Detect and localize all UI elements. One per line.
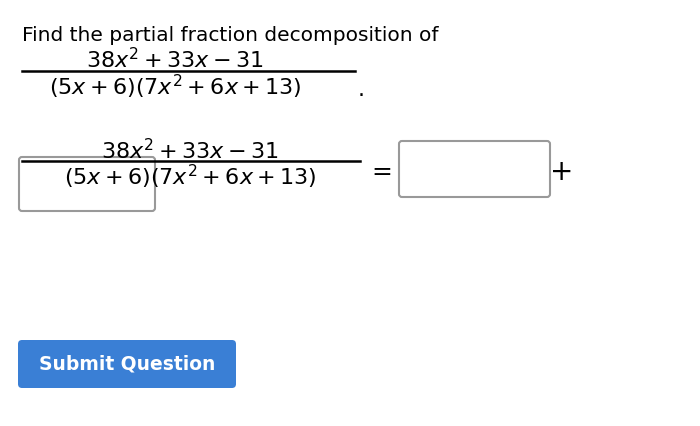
Text: =: =: [372, 160, 393, 184]
Text: .: .: [358, 80, 365, 100]
Text: Find the partial fraction decomposition of: Find the partial fraction decomposition …: [22, 26, 438, 45]
FancyBboxPatch shape: [399, 141, 550, 197]
Text: $(5x + 6)(7x^2 + 6x + 13)$: $(5x + 6)(7x^2 + 6x + 13)$: [49, 73, 301, 101]
FancyBboxPatch shape: [18, 340, 236, 388]
Text: Submit Question: Submit Question: [38, 354, 215, 374]
FancyBboxPatch shape: [19, 157, 155, 211]
Text: +: +: [550, 158, 574, 186]
Text: $(5x + 6)(7x^2 + 6x + 13)$: $(5x + 6)(7x^2 + 6x + 13)$: [64, 163, 316, 191]
Text: $38x^2 + 33x - 31$: $38x^2 + 33x - 31$: [102, 139, 279, 164]
Text: $38x^2 + 33x - 31$: $38x^2 + 33x - 31$: [86, 48, 264, 73]
